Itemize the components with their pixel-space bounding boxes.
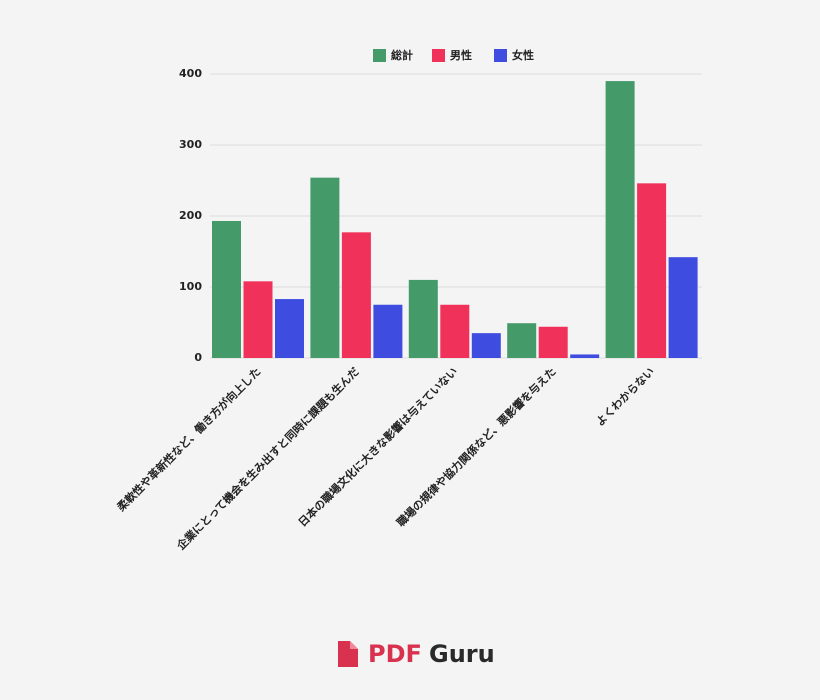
y-tick-label: 0 bbox=[194, 351, 202, 364]
bar bbox=[637, 183, 667, 358]
logo-pdf: PDF bbox=[368, 640, 422, 668]
bar bbox=[538, 326, 568, 358]
bar bbox=[310, 177, 340, 358]
logo-guru: Guru bbox=[429, 640, 495, 668]
legend-swatch bbox=[432, 49, 445, 62]
y-tick-label: 300 bbox=[179, 138, 202, 151]
bar bbox=[212, 220, 241, 358]
bar bbox=[408, 279, 438, 358]
bar bbox=[275, 299, 304, 358]
logo-icon-fold bbox=[350, 641, 358, 649]
legend-label: 総計 bbox=[391, 48, 413, 62]
bar bbox=[471, 333, 501, 358]
bar bbox=[341, 232, 371, 358]
y-tick-label: 200 bbox=[179, 209, 202, 222]
bar bbox=[440, 304, 470, 358]
y-tick-label: 100 bbox=[179, 280, 202, 293]
bar bbox=[507, 323, 537, 358]
y-tick-label: 400 bbox=[179, 67, 202, 80]
bar bbox=[605, 81, 635, 358]
legend-swatch bbox=[494, 49, 507, 62]
legend-swatch bbox=[373, 49, 386, 62]
bar bbox=[373, 304, 403, 358]
bar bbox=[570, 354, 600, 358]
legend-label: 女性 bbox=[512, 48, 534, 62]
logo: PDF Guru bbox=[338, 640, 495, 668]
bar bbox=[668, 257, 698, 358]
bar bbox=[243, 281, 273, 358]
legend-label: 男性 bbox=[450, 48, 472, 62]
